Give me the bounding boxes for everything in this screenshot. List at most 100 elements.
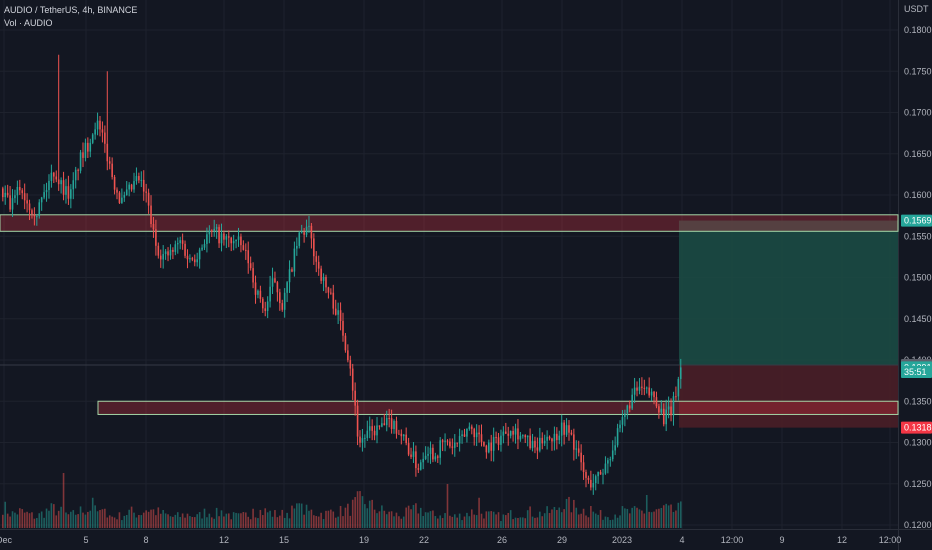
candle	[412, 442, 415, 463]
candle-body	[111, 163, 113, 177]
candle-body	[43, 192, 45, 198]
candle	[257, 289, 259, 299]
candle-body	[106, 143, 109, 162]
candle-body	[288, 269, 291, 283]
candle	[296, 237, 298, 256]
candle	[169, 244, 172, 260]
candle	[368, 416, 371, 439]
candle	[72, 172, 75, 200]
candle	[621, 410, 624, 433]
candle	[402, 433, 405, 441]
candle-body	[198, 249, 201, 260]
price-tick-label: 0.1600	[904, 190, 932, 200]
candle-body	[490, 442, 493, 451]
candle	[210, 229, 213, 237]
candle-body	[488, 442, 490, 453]
volume-bar	[308, 510, 310, 528]
volume-bar	[641, 510, 643, 528]
candle-body	[225, 236, 228, 240]
candle-body	[118, 192, 121, 203]
candle	[196, 252, 198, 267]
candle	[332, 284, 335, 315]
candle-body	[230, 237, 233, 244]
candle-body	[524, 435, 527, 438]
candle	[245, 243, 247, 260]
volume-bar	[269, 510, 271, 528]
candle	[227, 230, 230, 248]
volume-bar	[553, 506, 556, 528]
volume-bar	[106, 517, 109, 528]
price-badge	[901, 214, 932, 227]
volume-bar	[276, 517, 279, 528]
candle-body	[252, 268, 254, 283]
candle-body	[150, 205, 152, 225]
candle-body	[410, 454, 412, 457]
candle	[519, 431, 522, 442]
price-tick-label: 0.1800	[904, 25, 932, 35]
time-tick-label: 22	[419, 535, 429, 545]
volume-bar	[118, 512, 121, 528]
candle	[276, 280, 279, 302]
volume-bar	[419, 507, 422, 528]
candle-body	[475, 432, 478, 438]
candle	[230, 236, 233, 252]
volume-bar	[670, 504, 672, 528]
candle	[62, 171, 65, 201]
volume-bar	[395, 512, 398, 528]
candle-body	[322, 277, 325, 281]
volume-bar	[55, 515, 58, 528]
candle-body	[227, 236, 230, 238]
candle-body	[539, 437, 541, 451]
volume-bar	[296, 503, 298, 528]
candle	[79, 149, 82, 174]
candle-body	[376, 425, 378, 436]
volume-bar	[240, 513, 242, 528]
candle	[677, 376, 680, 401]
candle-body	[157, 245, 160, 256]
candle-body	[347, 350, 349, 361]
volume-bar	[560, 512, 563, 528]
volume-bar	[235, 512, 237, 528]
candle-body	[568, 425, 570, 433]
candle-body	[91, 134, 94, 143]
candle-body	[400, 433, 403, 437]
candle	[546, 430, 548, 450]
volume-bar	[453, 514, 456, 528]
candle-body	[74, 169, 77, 181]
candle-body	[159, 255, 162, 260]
candle-body	[162, 254, 164, 260]
candle	[206, 227, 208, 253]
volume-bar	[427, 512, 429, 528]
candle-body	[72, 180, 75, 190]
volume-bar	[429, 511, 432, 528]
time-tick-label: 12:00	[721, 535, 744, 545]
candle-body	[242, 245, 245, 250]
candle	[385, 410, 388, 432]
candle	[590, 470, 592, 491]
volume-bar	[322, 519, 325, 528]
candle-body	[560, 422, 563, 436]
candle	[252, 262, 254, 289]
candle-body	[361, 438, 364, 443]
volume-bar	[492, 511, 495, 528]
volume-bar	[616, 517, 619, 528]
volume-bar	[6, 513, 9, 528]
candle	[655, 391, 658, 409]
candle	[597, 471, 599, 484]
candle-body	[130, 184, 133, 190]
candle-body	[424, 455, 427, 459]
candle	[563, 420, 565, 445]
candle-body	[505, 431, 507, 434]
candle-body	[308, 225, 310, 227]
volume-bar	[436, 518, 439, 528]
volume-bar	[121, 520, 123, 528]
volume-bar	[385, 514, 388, 528]
candle	[106, 71, 109, 171]
position-target-zone	[678, 220, 898, 365]
candle	[38, 199, 41, 219]
volume-bar	[317, 516, 320, 528]
candle	[116, 187, 118, 200]
candle	[2, 186, 4, 202]
volume-bar	[23, 512, 26, 528]
